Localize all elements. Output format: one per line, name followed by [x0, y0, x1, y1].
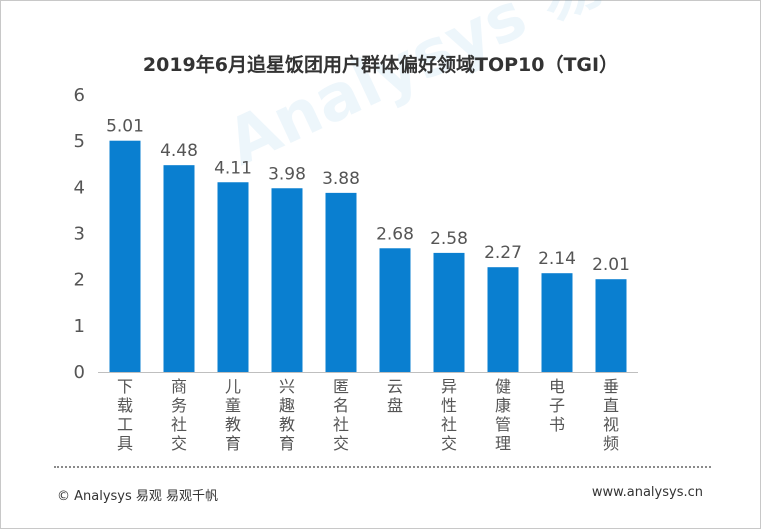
data-label-10: 2.01: [592, 255, 630, 275]
bar-10: [595, 279, 627, 372]
data-label-5: 3.88: [322, 169, 360, 189]
category-label-10: 垂直视频: [603, 377, 619, 453]
y-tick-label-4: 4: [74, 177, 85, 198]
category-label-2: 商务社交: [171, 377, 187, 453]
data-label-1: 5.01: [106, 117, 144, 137]
category-label-4: 兴趣教育: [279, 377, 295, 453]
y-tick-label-2: 2: [74, 270, 85, 291]
data-label-3: 4.11: [214, 158, 252, 178]
bar-1: [109, 140, 141, 372]
y-tick-label-0: 0: [74, 362, 85, 383]
chart-title: 2019年6月追星饭团用户群体偏好领域TOP10（TGI）: [142, 54, 619, 76]
bar-6: [379, 248, 411, 372]
category-label-6: 云盘: [387, 377, 403, 415]
bar-7: [433, 252, 465, 372]
y-tick-label-3: 3: [74, 224, 85, 245]
y-tick-label-6: 6: [74, 85, 85, 106]
category-label-7: 异性社交: [441, 377, 457, 453]
category-label-1: 下载工具: [117, 377, 133, 453]
y-tick-label-5: 5: [74, 131, 85, 152]
footer-copyright: © Analysys 易观 易观千帆: [57, 489, 219, 504]
category-label-9: 电子书: [549, 377, 565, 434]
data-label-8: 2.27: [484, 243, 522, 263]
data-label-7: 2.58: [430, 229, 468, 249]
category-label-8: 健康管理: [495, 377, 511, 453]
bar-9: [541, 273, 573, 372]
y-tick-label-1: 1: [74, 316, 85, 337]
bar-2: [163, 165, 195, 372]
footer-website: www.analysys.cn: [591, 485, 703, 500]
bar-5: [325, 192, 357, 372]
data-label-6: 2.68: [376, 224, 414, 244]
data-label-4: 3.98: [268, 164, 306, 184]
footer-divider: [54, 466, 711, 468]
category-label-5: 匿名社交: [333, 377, 349, 453]
data-label-2: 4.48: [160, 141, 198, 161]
bar-4: [271, 188, 303, 372]
data-label-9: 2.14: [538, 249, 576, 269]
category-label-3: 儿童教育: [225, 377, 241, 453]
bar-3: [217, 182, 249, 372]
bar-8: [487, 267, 519, 372]
